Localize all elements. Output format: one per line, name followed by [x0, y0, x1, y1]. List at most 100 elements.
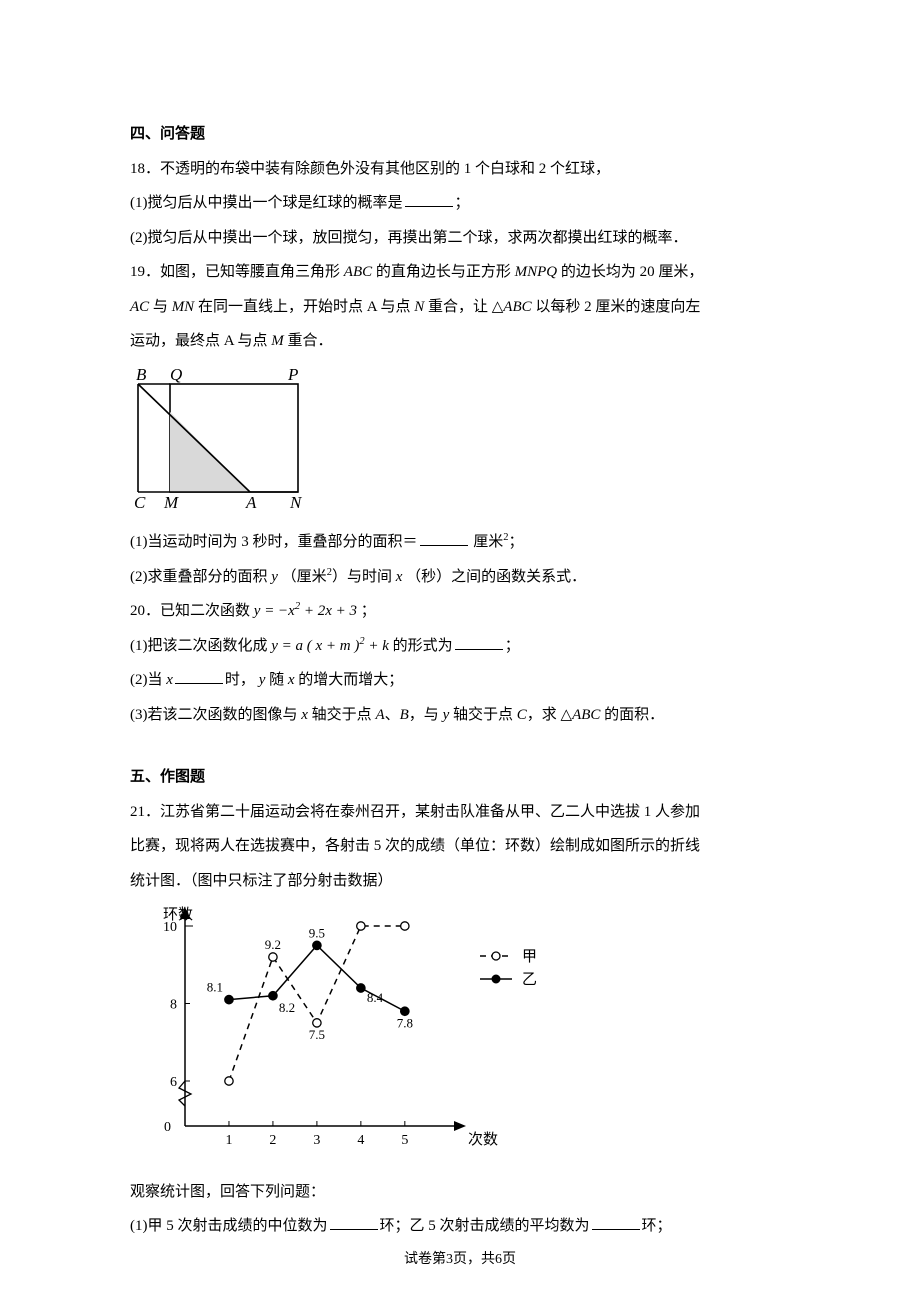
x-arrow-icon	[454, 1121, 466, 1131]
section-5-heading: 五、作图题	[130, 763, 790, 792]
t: ，与	[409, 707, 439, 723]
t: 已知二次函数	[160, 603, 250, 619]
t: 时，	[225, 672, 255, 688]
t: 如图，已知等腰直角三角形	[160, 264, 340, 280]
x: x	[396, 569, 403, 585]
t: 、	[385, 707, 400, 723]
spacer	[130, 735, 790, 763]
t: (3)若该二次函数的图像与	[130, 707, 298, 723]
page: 四、问答题 18．不透明的布袋中装有除颜色外没有其他区别的 1 个白球和 2 个…	[0, 0, 920, 1302]
label-Q: Q	[170, 365, 182, 384]
t: 的边长均为	[561, 264, 636, 280]
q18-part2: (2)搅匀后从中摸出一个球，放回搅匀，再摸出第二个球，求两次都摸出红球的概率．	[130, 224, 790, 253]
q19-number: 19．	[130, 264, 160, 280]
n: N	[414, 299, 424, 315]
x: x	[166, 672, 173, 688]
t: (1)甲 5 次射击成绩的中位数为	[130, 1218, 328, 1234]
q19-line2: AC 与 MN 在同一直线上，开始时点 A 与点 N 重合，让 △ABC 以每秒…	[130, 293, 790, 322]
page-num: 3	[446, 1252, 453, 1267]
unit: 厘米	[473, 534, 503, 550]
q18-part1-text: (1)搅匀后从中摸出一个球是红球的概率是	[130, 195, 403, 211]
label-B: B	[136, 365, 147, 384]
q19-diagram: B Q P C M A N	[130, 362, 790, 523]
label-M: M	[163, 493, 179, 512]
q18-part1-tail: ；	[455, 195, 470, 211]
label-A: A	[245, 493, 257, 512]
t: 页，共	[453, 1252, 495, 1267]
tail: ；	[509, 534, 524, 550]
mnpq: MNPQ	[515, 264, 558, 280]
svg-text:5: 5	[401, 1133, 408, 1148]
t: 重合，让	[428, 299, 488, 315]
m: M	[271, 333, 284, 349]
t: 页	[502, 1252, 516, 1267]
q21-line1: 21．江苏省第二十届运动会将在泰州召开，某射击队准备从甲、乙二人中选拔 1 人参…	[130, 798, 790, 827]
blank	[175, 670, 223, 685]
svg-text:8.1: 8.1	[207, 980, 223, 995]
t: 运动，最终点 A 与点	[130, 333, 268, 349]
y: y	[443, 707, 450, 723]
speed: 2	[584, 299, 592, 315]
abc: ABC	[503, 299, 531, 315]
triangle-icon: △	[492, 298, 504, 315]
svg-text:4: 4	[357, 1133, 364, 1148]
label-P: P	[287, 365, 298, 384]
q18-part1: (1)搅匀后从中摸出一个球是红球的概率是 ；	[130, 189, 790, 218]
svg-text:7.8: 7.8	[397, 1015, 413, 1030]
t: 轴交于点	[453, 707, 513, 723]
t: 在同一直线上，开始时点 A 与点	[198, 299, 411, 315]
t: (2)当	[130, 672, 163, 688]
q21-obs: 观察统计图，回答下列问题：	[130, 1178, 790, 1207]
fn: y = −x2 + 2x + 3	[254, 603, 357, 619]
y: y	[271, 569, 278, 585]
q21-line2: 比赛，现将两人在选拔赛中，各射击 5 次的成绩（单位：环数）绘制成如图所示的折线	[130, 832, 790, 861]
t: (1)当运动时间为	[130, 534, 238, 550]
t-val: 3	[241, 534, 249, 550]
t: 厘米，	[658, 264, 703, 280]
t: ；	[361, 603, 376, 619]
svg-text:9.5: 9.5	[309, 925, 325, 940]
q19-part1: (1)当运动时间为 3 秒时，重叠部分的面积＝ 厘米2；	[130, 528, 790, 557]
t: 与	[153, 299, 168, 315]
triangle-icon: △	[561, 706, 573, 723]
t: 的形式为	[393, 638, 453, 654]
x: x	[301, 707, 308, 723]
blank	[330, 1216, 378, 1231]
q20-part1: (1)把该二次函数化成 y = a ( x + m )2 + k 的形式为；	[130, 632, 790, 661]
q19-line3: 运动，最终点 A 与点 M 重合．	[130, 327, 790, 356]
svg-text:7.5: 7.5	[309, 1027, 325, 1042]
t: ）与时间	[332, 569, 392, 585]
t: (2)求重叠部分的面积	[130, 569, 268, 585]
label-N: N	[289, 493, 303, 512]
abc: ABC	[344, 264, 372, 280]
q19-part2: (2)求重叠部分的面积 y （厘米2）与时间 x （秒）之间的函数关系式．	[130, 563, 790, 592]
t: 的面积．	[604, 707, 664, 723]
blank	[592, 1216, 640, 1231]
q21-chart: 0681012345环数次数8.18.29.58.47.89.27.5甲乙	[130, 901, 790, 1172]
t: ，求	[527, 707, 557, 723]
mn: MN	[172, 299, 195, 315]
svg-text:甲: 甲	[522, 949, 537, 965]
t: 秒时，重叠部分的面积＝	[253, 534, 418, 550]
q19-line1: 19．如图，已知等腰直角三角形 ABC 的直角边长与正方形 MNPQ 的边长均为…	[130, 258, 790, 287]
ac: AC	[130, 299, 149, 315]
C: C	[517, 707, 527, 723]
val: 20	[640, 264, 655, 280]
q18-number: 18．	[130, 161, 160, 177]
blank	[455, 635, 503, 650]
t: （秒）之间的函数关系式．	[406, 569, 586, 585]
svg-text:环数: 环数	[163, 906, 193, 923]
page-footer: 试卷第3页，共6页	[0, 1247, 920, 1274]
svg-text:8: 8	[170, 998, 177, 1013]
svg-text:乙: 乙	[522, 972, 537, 988]
t: (1)把该二次函数化成	[130, 638, 268, 654]
svg-text:1: 1	[225, 1133, 232, 1148]
t: 环；乙 5 次射击成绩的平均数为	[380, 1218, 590, 1234]
svg-text:9.2: 9.2	[265, 937, 281, 952]
section-4-heading: 四、问答题	[130, 120, 790, 149]
t: 的增大而增大；	[298, 672, 403, 688]
svg-text:2: 2	[269, 1133, 276, 1148]
t: 试卷第	[404, 1252, 446, 1267]
t: 轴交于点	[312, 707, 372, 723]
blank	[420, 532, 468, 547]
